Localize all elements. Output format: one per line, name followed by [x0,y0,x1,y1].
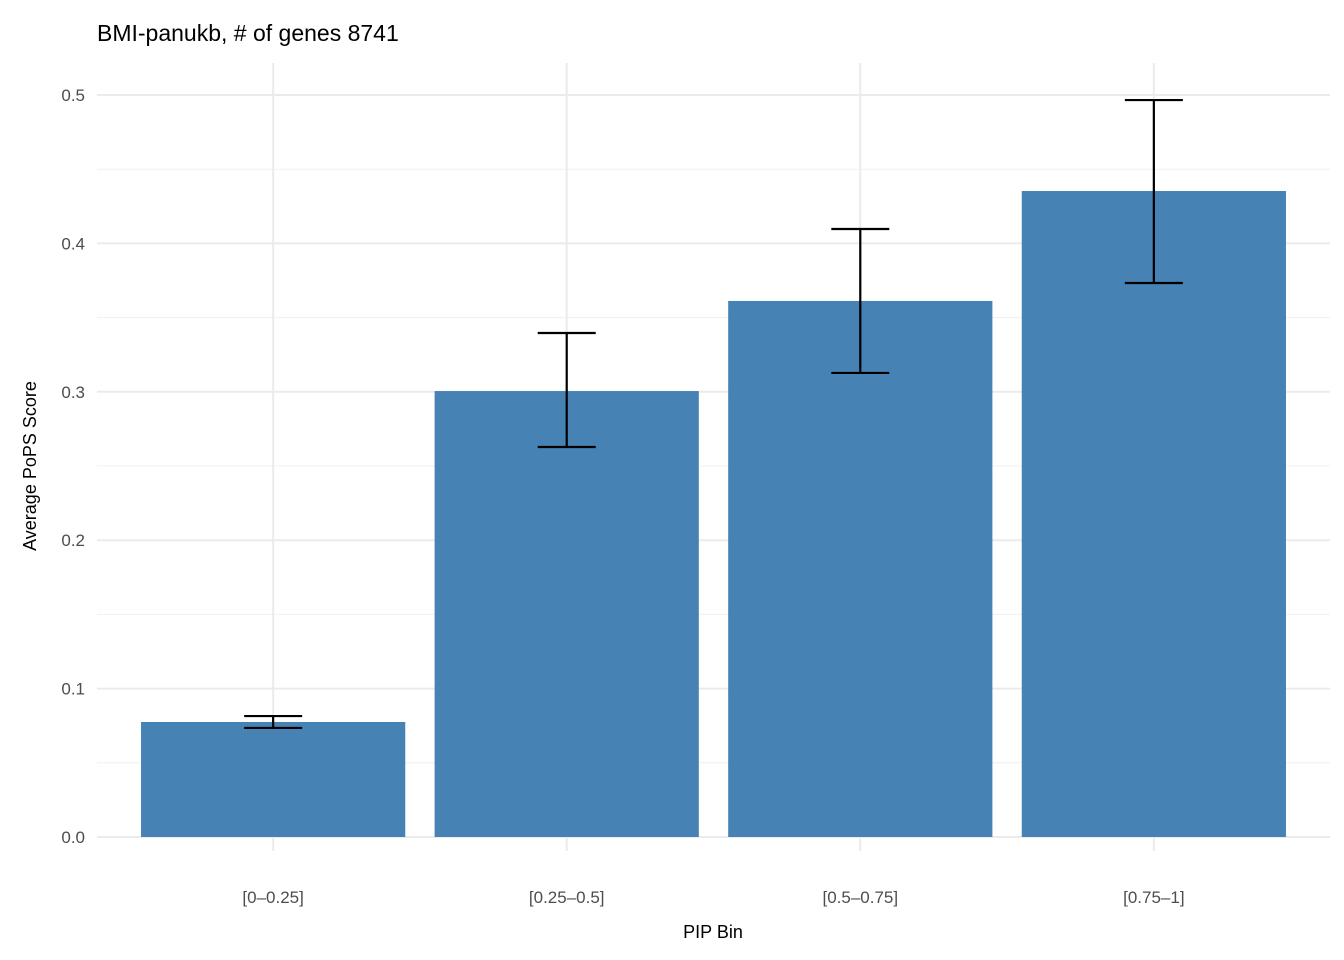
y-axis-label: Average PoPS Score [20,381,40,551]
x-axis-label: PIP Bin [683,922,743,942]
y-tick-labels: 0.0 0.1 0.2 0.3 0.4 0.5 [61,86,85,847]
bar [434,391,699,837]
error-bars [244,98,1183,730]
x-tick-label: [0–0.25] [242,888,303,907]
error-bar [1124,98,1183,285]
y-tick-label: 0.1 [61,680,85,699]
x-tick-label: [0.25–0.5] [529,888,605,907]
x-tick-labels: [0–0.25] [0.25–0.5] [0.5–0.75] [0.75–1] [242,888,1184,907]
bars [141,191,1286,838]
y-tick-label: 0.0 [61,828,85,847]
bar [728,300,993,837]
chart-title: BMI-panukb, # of genes 8741 [97,20,399,46]
error-bar [537,331,596,449]
y-tick-label: 0.4 [61,234,85,253]
error-bar [244,714,303,730]
x-tick-label: [0.75–1] [1123,888,1184,907]
bar [141,721,406,837]
y-tick-label: 0.2 [61,531,85,550]
y-tick-label: 0.3 [61,383,85,402]
y-tick-label: 0.5 [61,86,85,105]
x-tick-label: [0.5–0.75] [822,888,898,907]
bar [1021,191,1286,838]
error-bar [831,227,890,375]
